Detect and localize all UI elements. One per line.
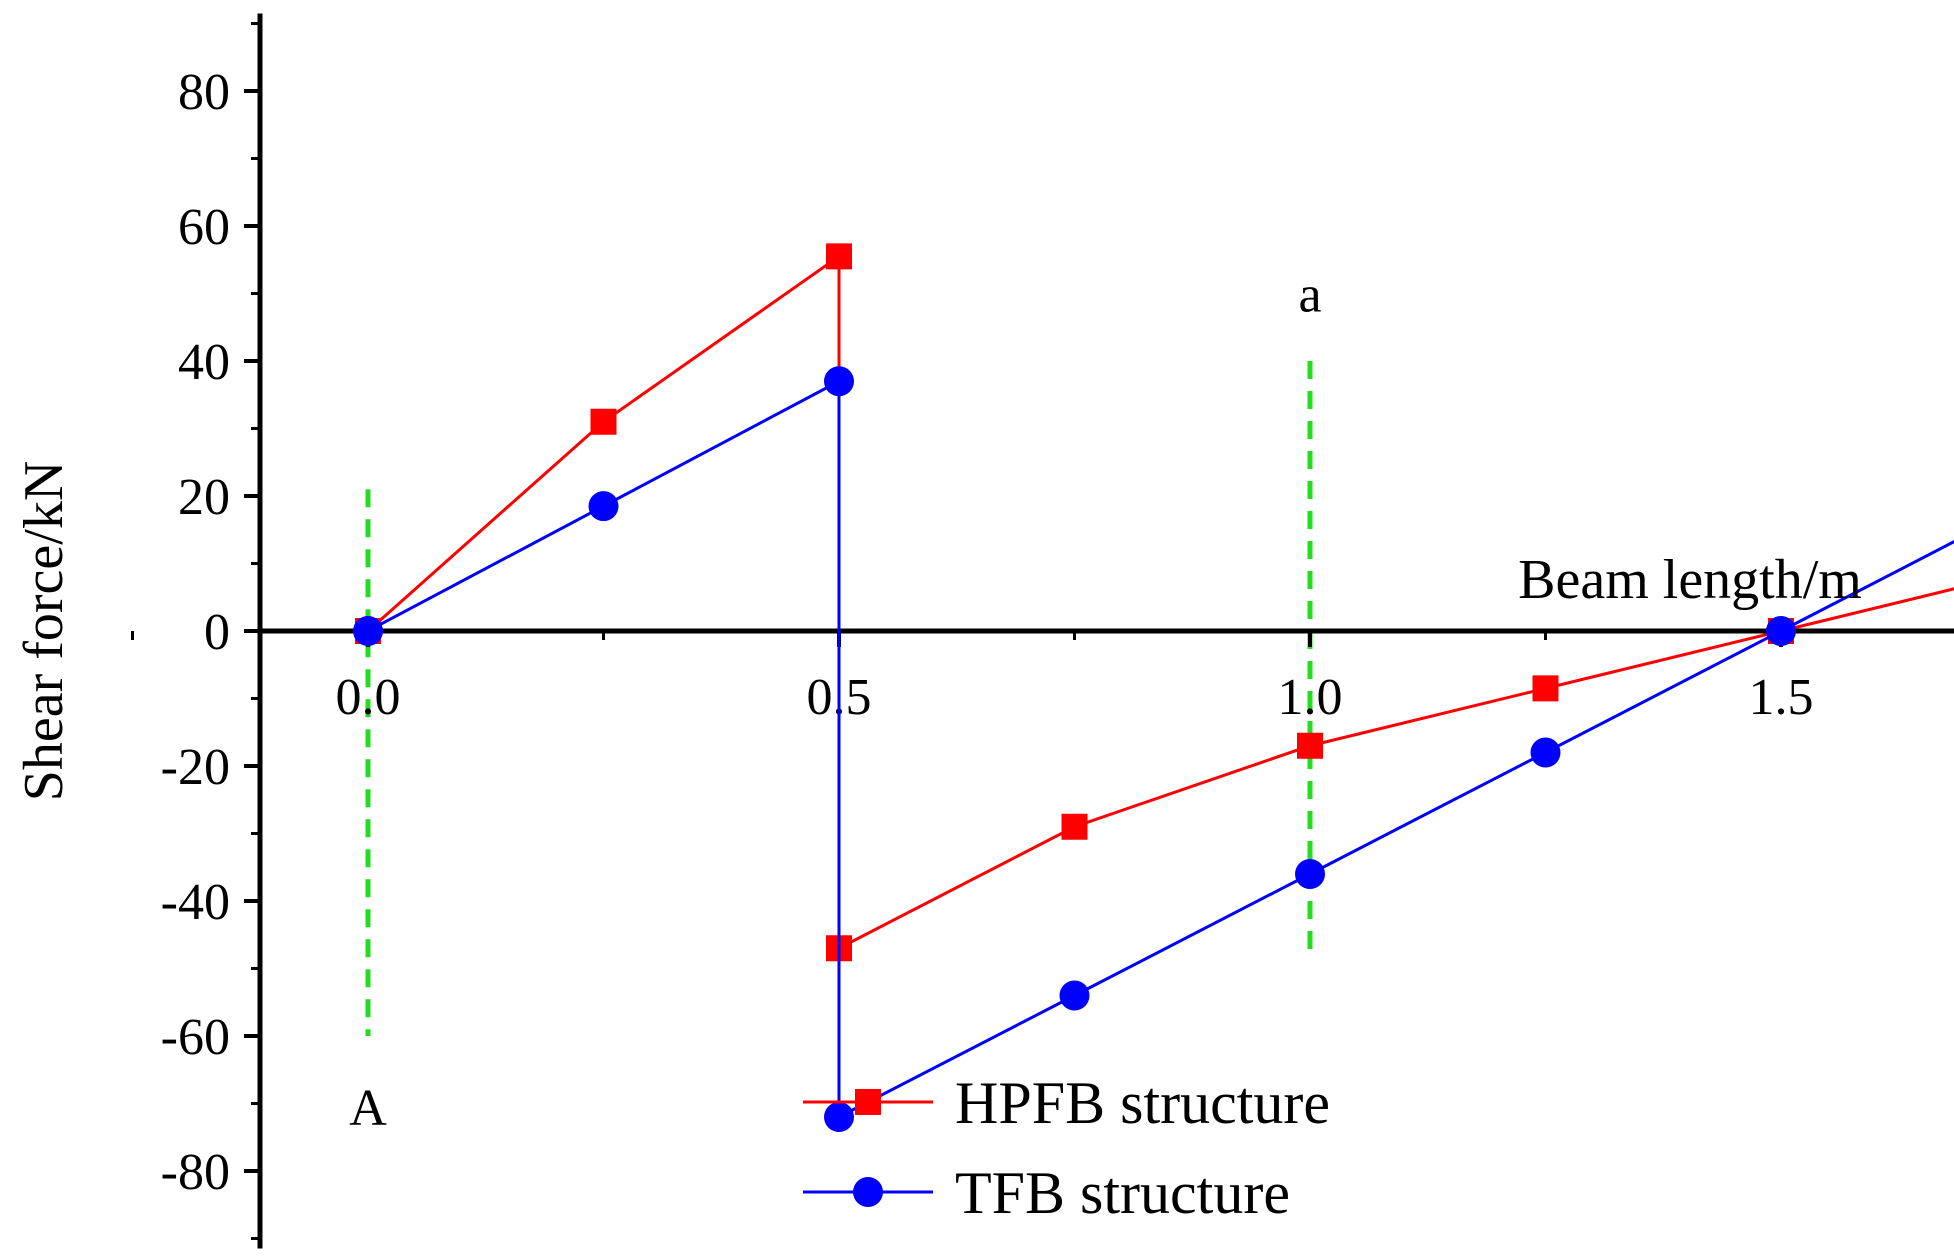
annotation-0: a xyxy=(1298,267,1321,324)
y-tick-label-7: -60 xyxy=(161,1009,230,1066)
y-tick-label-0: 80 xyxy=(178,64,230,121)
y-axis-ticks: 80 60 40 20 0 -20 -40 -60 -80 xyxy=(161,22,260,1240)
series-1-point-4 xyxy=(1059,980,1090,1011)
y-tick-label-4: 0 xyxy=(204,604,230,661)
y-tick-label-8: -80 xyxy=(161,1144,230,1201)
x-tick-label-0: 0.0 xyxy=(336,669,401,726)
reference-lines xyxy=(365,361,1313,1036)
annotations: abAB xyxy=(349,267,1321,1137)
series-1-point-7 xyxy=(1766,616,1796,646)
series-layer xyxy=(353,243,1954,1132)
x-axis-ticks: 0.00.51.01.52.02.53.0 xyxy=(131,631,1814,726)
legend: HPFB structure TFB structure xyxy=(803,1070,1330,1226)
series-1-point-3 xyxy=(824,1102,854,1132)
series-1-point-5 xyxy=(1295,859,1325,889)
series-1 xyxy=(353,366,1954,1132)
series-1-point-1 xyxy=(588,491,619,522)
series-0-point-2 xyxy=(826,243,852,270)
y-tick-label-1: 60 xyxy=(178,199,230,256)
legend-label-1: TFB structure xyxy=(955,1160,1290,1226)
legend-marker-0 xyxy=(855,1089,881,1115)
series-0-point-5 xyxy=(1297,732,1323,759)
series-0-point-6 xyxy=(1532,675,1559,702)
y-tick-label-3: 20 xyxy=(178,469,230,526)
series-0-point-1 xyxy=(590,408,617,435)
series-0-point-4 xyxy=(1061,813,1088,840)
y-tick-label-5: -20 xyxy=(161,739,230,796)
series-1-point-2 xyxy=(824,366,854,397)
series-1-point-0 xyxy=(353,616,383,646)
legend-label-0: HPFB structure xyxy=(955,1070,1330,1136)
series-1-point-6 xyxy=(1530,737,1561,768)
annotation-2: A xyxy=(349,1080,387,1137)
x-tick-label-2: 1.0 xyxy=(1278,669,1343,726)
x-axis-title: Beam length/m xyxy=(1518,549,1862,611)
x-tick-label-3: 1.5 xyxy=(1749,669,1814,726)
y-axis-title: Shear force/kN xyxy=(13,461,75,802)
y-tick-label-2: 40 xyxy=(178,334,230,391)
legend-marker-1 xyxy=(853,1177,883,1207)
y-tick-label-6: -40 xyxy=(161,874,230,931)
